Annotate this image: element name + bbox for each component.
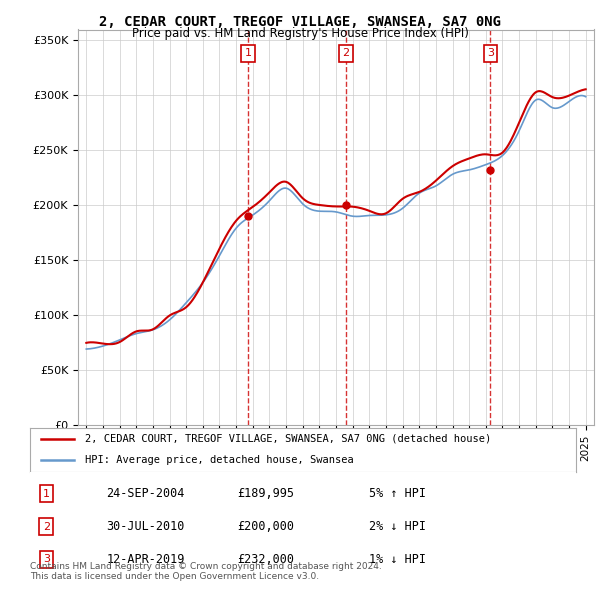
- Text: £200,000: £200,000: [238, 520, 295, 533]
- Text: 3: 3: [487, 48, 494, 58]
- Text: Price paid vs. HM Land Registry's House Price Index (HPI): Price paid vs. HM Land Registry's House …: [131, 27, 469, 40]
- Text: 2: 2: [43, 522, 50, 532]
- Text: 30-JUL-2010: 30-JUL-2010: [106, 520, 185, 533]
- Text: 1: 1: [43, 489, 50, 499]
- Text: 5% ↑ HPI: 5% ↑ HPI: [368, 487, 425, 500]
- Text: 24-SEP-2004: 24-SEP-2004: [106, 487, 185, 500]
- Text: 2, CEDAR COURT, TREGOF VILLAGE, SWANSEA, SA7 0NG: 2, CEDAR COURT, TREGOF VILLAGE, SWANSEA,…: [99, 15, 501, 29]
- Text: 1: 1: [245, 48, 252, 58]
- Text: 3: 3: [43, 555, 50, 564]
- Text: 2: 2: [342, 48, 349, 58]
- Text: Contains HM Land Registry data © Crown copyright and database right 2024.
This d: Contains HM Land Registry data © Crown c…: [30, 562, 382, 581]
- Text: 2, CEDAR COURT, TREGOF VILLAGE, SWANSEA, SA7 0NG (detached house): 2, CEDAR COURT, TREGOF VILLAGE, SWANSEA,…: [85, 434, 491, 444]
- Text: 2% ↓ HPI: 2% ↓ HPI: [368, 520, 425, 533]
- Text: £232,000: £232,000: [238, 553, 295, 566]
- Text: £189,995: £189,995: [238, 487, 295, 500]
- Text: 12-APR-2019: 12-APR-2019: [106, 553, 185, 566]
- Text: HPI: Average price, detached house, Swansea: HPI: Average price, detached house, Swan…: [85, 455, 353, 464]
- Text: 1% ↓ HPI: 1% ↓ HPI: [368, 553, 425, 566]
